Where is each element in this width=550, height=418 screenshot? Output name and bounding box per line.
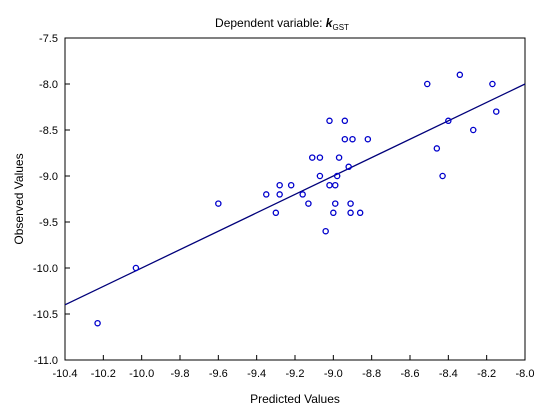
y-axis-label: Observed Values <box>12 153 26 244</box>
data-point <box>305 200 312 207</box>
data-point <box>272 209 280 217</box>
x-tick-label: -9.8 <box>171 368 190 380</box>
data-point <box>276 181 283 189</box>
x-tick-label: -9.6 <box>209 368 228 380</box>
data-point <box>326 181 333 189</box>
chart-title: Dependent variable: kGST <box>215 16 349 32</box>
data-point <box>276 191 283 198</box>
data-point <box>330 209 337 217</box>
data-point <box>322 227 329 235</box>
data-point <box>445 117 452 125</box>
data-point <box>331 181 339 189</box>
data-point <box>326 117 333 125</box>
data-point <box>489 80 496 88</box>
x-axis-label: Predicted Values <box>250 392 340 406</box>
y-tick-label: -9.5 <box>39 217 58 229</box>
data-point <box>423 80 431 88</box>
y-tick-label: -7.5 <box>39 33 58 45</box>
regression-line <box>64 83 526 306</box>
x-tick-label: -9.2 <box>286 368 305 380</box>
data-point <box>335 154 343 161</box>
x-tick-label: -8.2 <box>477 368 496 380</box>
data-point <box>308 154 316 161</box>
data-point <box>349 135 356 143</box>
title-symbol: k <box>326 16 334 30</box>
data-point <box>439 172 446 180</box>
x-tick-label: -10.0 <box>129 368 154 380</box>
x-tick-label: -10.2 <box>91 368 116 380</box>
data-point <box>433 145 441 152</box>
y-tick-label: -9.0 <box>39 171 58 183</box>
data-point <box>299 191 306 198</box>
plot-frame <box>64 37 526 361</box>
data-point <box>287 181 295 189</box>
data-point <box>347 200 354 207</box>
y-tick-label: -11.0 <box>34 355 58 367</box>
y-tick-label: -8.0 <box>39 79 58 91</box>
data-point <box>347 209 354 217</box>
y-tick-label: -8.5 <box>39 125 58 137</box>
data-point <box>341 117 349 125</box>
data-point <box>345 163 352 171</box>
x-tick-label: -8.8 <box>362 368 381 380</box>
x-tick-label: -8.6 <box>401 368 420 380</box>
x-tick-label: -8.4 <box>439 368 458 380</box>
data-point <box>132 264 140 272</box>
data-point <box>469 126 477 134</box>
fit-line-layer <box>64 83 526 306</box>
y-tick-label: -10.0 <box>33 263 58 275</box>
x-tick-label: -9.4 <box>247 368 266 380</box>
data-point <box>341 135 349 143</box>
data-point <box>94 319 101 327</box>
data-point <box>492 108 500 115</box>
data-point <box>331 200 339 207</box>
data-point <box>262 191 270 198</box>
x-axis-ticks: -10.4 -10.2 -10.0 -9.8 -9.6 -9.4 -9.2 -9.0 -8.8 -… <box>52 355 534 380</box>
data-point <box>215 200 222 207</box>
data-point <box>356 209 364 217</box>
y-tick-label: -10.5 <box>33 309 58 321</box>
y-axis-ticks: -7.5 -8.0 -8.5 -9.0 -9.5 -10.0 -10.5 -11.0 <box>33 33 70 367</box>
title-subscript: GST <box>332 23 349 32</box>
x-tick-label: -9.0 <box>324 368 343 380</box>
x-tick-label: -8.0 <box>516 368 535 380</box>
data-point <box>333 172 341 180</box>
data-point <box>456 71 464 79</box>
data-point <box>316 154 324 161</box>
points-layer <box>94 71 500 327</box>
title-prefix: Dependent variable: <box>215 16 326 30</box>
x-tick-label: -10.4 <box>52 368 77 380</box>
data-point <box>364 135 372 143</box>
data-point <box>316 172 324 180</box>
